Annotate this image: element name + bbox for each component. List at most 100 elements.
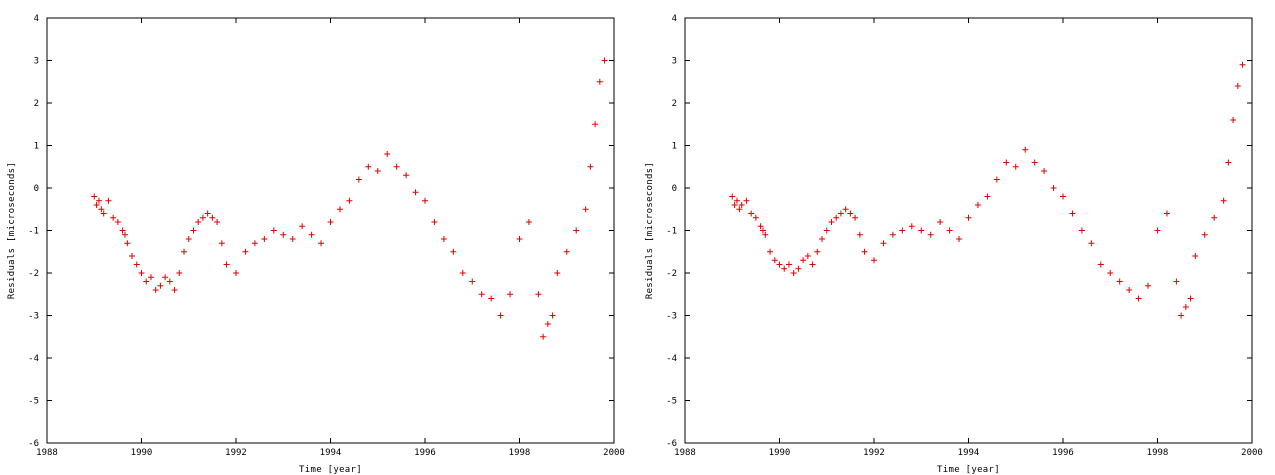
data-point [114,219,121,225]
data-point [738,202,745,208]
data-point [171,287,178,293]
data-point [119,227,126,234]
data-point [1234,83,1241,89]
data-point [842,206,849,213]
data-point [889,231,896,238]
data-point [289,236,296,242]
x-tick-label: 1988 [674,448,696,458]
data-point [327,219,334,225]
y-tick-label: 4 [34,14,39,24]
data-point [837,210,844,217]
data-point [218,240,225,247]
data-point [138,270,145,276]
data-point [185,236,192,242]
data-point [1145,282,1152,289]
data-point [1182,304,1189,310]
data-point [828,219,835,225]
data-point [540,333,547,340]
data-point [190,227,197,234]
data-point [157,282,164,289]
data-point [814,248,821,255]
data-point [1192,253,1199,259]
data-point [993,176,1000,183]
data-point [1126,287,1133,293]
data-point [899,227,906,234]
data-point [956,236,963,242]
data-point [601,57,608,64]
data-point [596,78,603,85]
data-point [469,278,476,285]
x-tick-label: 1992 [225,448,247,458]
y-tick-label: -6 [666,439,677,449]
data-point [336,206,343,213]
data-point [771,257,778,264]
y-axis-label: Residuals [microseconds] [645,162,655,299]
data-point [535,291,542,298]
data-point [374,168,381,174]
data-point [251,240,258,247]
data-point [209,214,216,221]
data-point [497,312,504,319]
data-point [544,321,551,327]
data-point [1163,210,1170,217]
y-tick-label: -3 [666,312,677,322]
y-tick-label: -5 [666,397,677,407]
data-point [133,261,140,268]
data-point [1060,193,1066,200]
data-point [166,278,173,285]
data-point [143,278,150,285]
y-tick-label: -3 [28,312,39,322]
data-point [554,270,561,276]
data-point [965,214,972,221]
data-point [974,202,981,208]
data-point [129,253,136,259]
data-point [1012,163,1019,170]
data-point [563,248,570,255]
data-point [214,219,221,225]
data-point [121,231,128,238]
data-point [752,214,759,221]
data-point [100,210,107,217]
data-point [1107,270,1114,276]
data-point [1078,227,1085,234]
data-point [549,312,556,319]
data-point [478,291,485,298]
data-point [852,214,859,221]
data-point [412,189,419,196]
chart-panel-left: 1988 1990 1992 1994 1996 1998 2000 -6 -5 -4 -3 -2 -1… [0,0,637,475]
data-point [280,231,287,238]
y-tick-label: -4 [28,354,39,364]
data-point [918,227,925,234]
data-point [1178,312,1185,319]
data-point [91,193,98,200]
data-point [1003,159,1010,166]
data-point [1225,159,1232,166]
y-tick-label: 2 [34,99,39,109]
data-point [147,274,154,281]
data-point [871,257,877,264]
data-point [729,193,736,200]
data-point [124,240,131,247]
data-point [847,210,854,217]
data-point [736,206,743,213]
data-point [833,214,840,221]
y-tick-label: 0 [672,184,677,194]
data-point [1201,231,1208,238]
data-point [299,223,306,230]
data-point [937,219,944,225]
x-tick-label: 1994 [320,448,342,458]
data-points [729,61,1246,319]
chart-panel-right: 1988 1990 1992 1994 1996 1998 2000 -6 -5 -4 -3 -2 -1… [638,0,1275,475]
y-tick-label: 3 [672,57,677,67]
data-point [525,219,532,225]
data-point [880,240,887,247]
y-tick-label: -4 [666,354,677,364]
data-point [759,227,766,234]
data-point [242,248,249,255]
data-point [1211,214,1218,221]
data-point [946,227,953,234]
data-point [233,270,239,276]
data-point [488,295,495,302]
data-point [1088,240,1095,247]
data-point [308,231,315,238]
